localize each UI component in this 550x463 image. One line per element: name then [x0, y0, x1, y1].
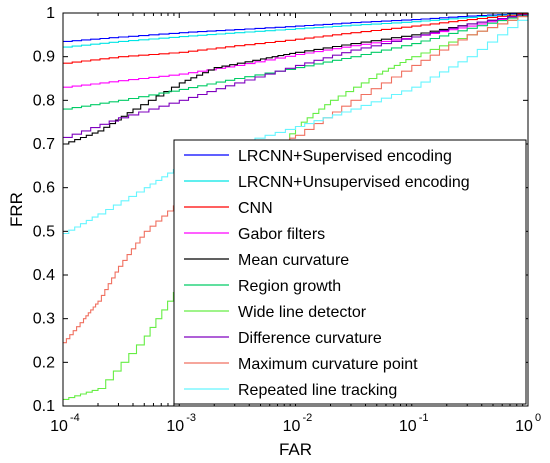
legend-label: LRCNN+Supervised encoding [238, 148, 452, 165]
legend-label: Repeated line tracking [238, 382, 397, 399]
legend-label: Difference curvature [238, 330, 382, 347]
series-line-3 [63, 13, 529, 64]
x-tick-label: 10 [166, 418, 184, 435]
x-tick-exponent: -4 [70, 412, 80, 424]
x-tick-label: 10 [283, 418, 301, 435]
legend: LRCNN+Supervised encoding LRCNN+Unsupervi… [173, 139, 527, 405]
series-line-1 [63, 12, 529, 42]
y-tick-label: 0.7 [33, 136, 55, 153]
series-line-10 [63, 13, 529, 235]
x-tick-exponent: 0 [535, 412, 541, 424]
y-tick-label: 0.9 [33, 49, 55, 66]
x-tick-label: 10 [50, 418, 68, 435]
y-tick-label: 1 [46, 5, 55, 22]
y-tick-label: 0.4 [33, 267, 55, 284]
x-axis-label: FAR [279, 440, 312, 459]
series-line-5 [63, 13, 529, 145]
legend-label: Mean curvature [238, 252, 349, 269]
legend-label: Gabor filters [238, 226, 325, 243]
y-axis-label: FRR [7, 192, 26, 227]
x-tick-exponent: -1 [419, 412, 429, 424]
y-tick-label: 0.6 [33, 180, 55, 197]
y-tick-label: 0.5 [33, 223, 55, 240]
y-tick-label: 0.1 [33, 398, 55, 415]
legend-label: CNN [238, 200, 273, 217]
legend-label: Region growth [238, 278, 341, 295]
series-line-8 [63, 13, 529, 138]
y-tick-label: 0.8 [33, 92, 55, 109]
x-tick-label: 10 [515, 418, 533, 435]
x-tick-label: 10 [399, 418, 417, 435]
y-tick-label: 0.2 [33, 354, 55, 371]
x-tick-exponent: -2 [303, 412, 313, 424]
x-tick-exponent: -3 [186, 412, 196, 424]
legend-label: Maximum curvature point [238, 356, 418, 373]
y-tick-label: 0.3 [33, 311, 55, 328]
tick-layer: 10 -4 10 -3 10 -2 10 -1 10 00.10.20.30.40.50.60.7… [33, 5, 541, 435]
series-line-2 [63, 13, 529, 48]
legend-label: Wide line detector [238, 304, 367, 321]
legend-box [173, 139, 527, 405]
legend-label: LRCNN+Unsupervised encoding [238, 174, 470, 191]
